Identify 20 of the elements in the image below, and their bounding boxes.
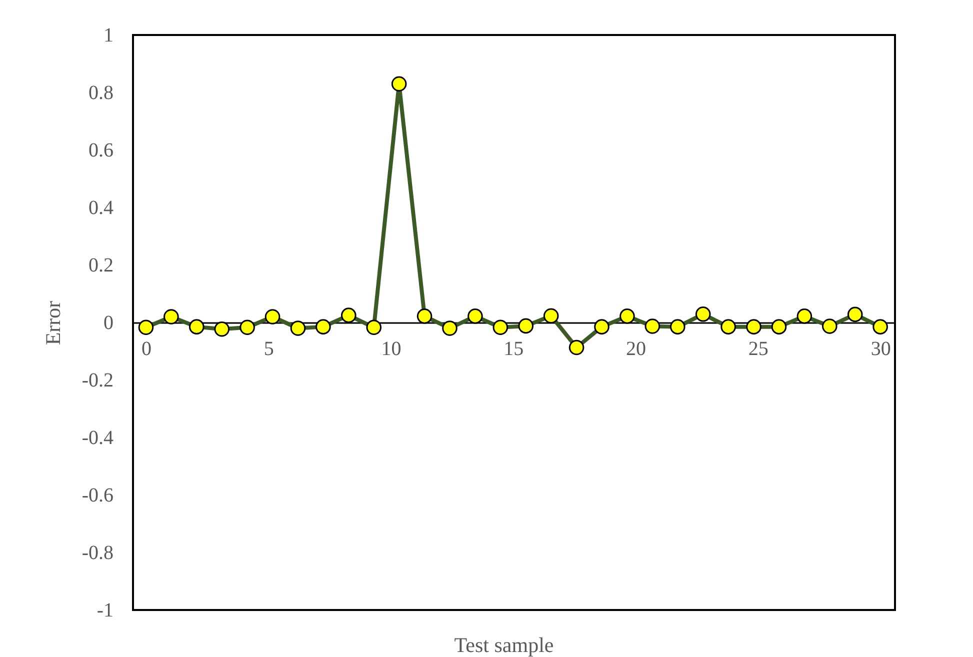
y-tick-label: 0.4 (88, 197, 114, 219)
x-tick-label: 30 (870, 338, 891, 360)
y-tick-label: 0.6 (88, 140, 114, 162)
y-axis-title: Error (40, 300, 65, 346)
x-tick-label: 25 (748, 338, 768, 360)
y-tick-label: -0.8 (82, 542, 114, 564)
x-tick-label: 20 (626, 338, 646, 360)
y-tick-label: -0.4 (82, 427, 114, 449)
y-tick-label: 0 (104, 312, 114, 334)
x-axis-title: Test sample (454, 633, 554, 657)
y-tick-label: -1 (96, 600, 114, 622)
y-tick-label: -0.2 (82, 370, 114, 392)
x-tick-label: 0 (141, 338, 152, 360)
y-tick-label: -0.6 (82, 484, 114, 506)
x-tick-label: 5 (264, 338, 274, 360)
y-tick-label: 0.2 (88, 254, 114, 276)
x-tick-label: 10 (381, 338, 402, 360)
y-tick-label: 0.8 (88, 82, 114, 104)
y-tick-label: 1 (104, 24, 114, 46)
x-tick-label: 15 (504, 338, 524, 360)
